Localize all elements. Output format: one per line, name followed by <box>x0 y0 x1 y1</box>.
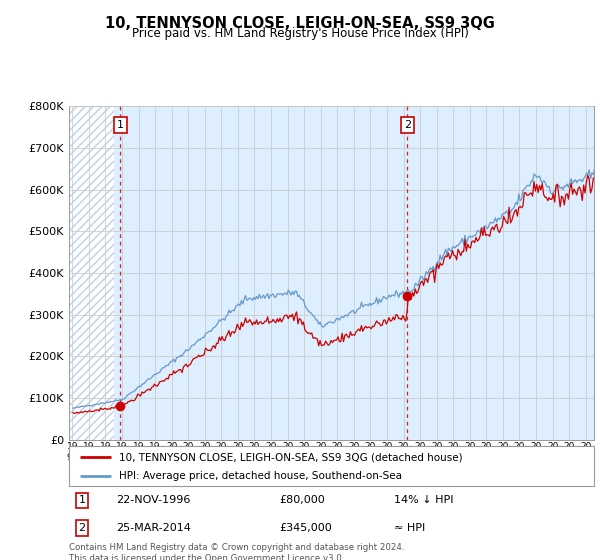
Text: ≈ HPI: ≈ HPI <box>395 523 426 533</box>
Text: HPI: Average price, detached house, Southend-on-Sea: HPI: Average price, detached house, Sout… <box>119 471 402 481</box>
Text: 22-NOV-1996: 22-NOV-1996 <box>116 495 191 505</box>
Text: 1: 1 <box>79 495 86 505</box>
Text: 25-MAR-2014: 25-MAR-2014 <box>116 523 191 533</box>
Text: £345,000: £345,000 <box>279 523 332 533</box>
Text: 10, TENNYSON CLOSE, LEIGH-ON-SEA, SS9 3QG: 10, TENNYSON CLOSE, LEIGH-ON-SEA, SS9 3Q… <box>105 16 495 31</box>
Text: 2: 2 <box>404 120 411 130</box>
Text: £80,000: £80,000 <box>279 495 325 505</box>
Text: Price paid vs. HM Land Registry's House Price Index (HPI): Price paid vs. HM Land Registry's House … <box>131 27 469 40</box>
FancyBboxPatch shape <box>69 446 594 486</box>
Text: Contains HM Land Registry data © Crown copyright and database right 2024.
This d: Contains HM Land Registry data © Crown c… <box>69 543 404 560</box>
Text: 14% ↓ HPI: 14% ↓ HPI <box>395 495 454 505</box>
Text: 1: 1 <box>117 120 124 130</box>
Text: 10, TENNYSON CLOSE, LEIGH-ON-SEA, SS9 3QG (detached house): 10, TENNYSON CLOSE, LEIGH-ON-SEA, SS9 3Q… <box>119 452 463 462</box>
Text: 2: 2 <box>79 523 86 533</box>
